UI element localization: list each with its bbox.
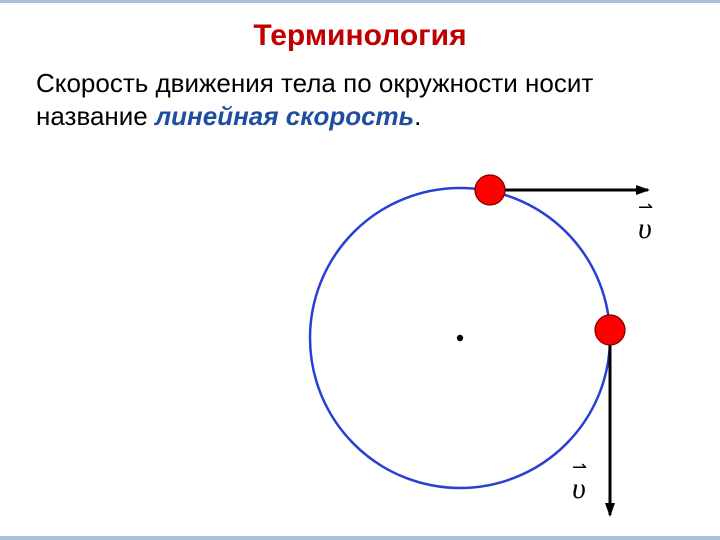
desc-suffix: . xyxy=(414,101,421,131)
velocity-symbol: υ xyxy=(572,472,586,505)
page-title: Терминология xyxy=(0,19,720,53)
body-point-1 xyxy=(595,315,625,345)
velocity-label-0: ⇀υ xyxy=(638,203,653,246)
diagram-svg xyxy=(250,153,670,540)
vector-arrow-icon: ⇀ xyxy=(572,463,587,472)
slide: Терминология Скорость движения тела по о… xyxy=(0,0,720,540)
body-point-0 xyxy=(475,175,505,205)
description: Скорость движения тела по окружности нос… xyxy=(36,67,684,132)
velocity-symbol: υ xyxy=(638,212,652,245)
velocity-label-1: ⇀υ xyxy=(572,463,587,506)
velocity-diagram: ⇀υ⇀υ xyxy=(250,153,670,540)
desc-emphasis: линейная скорость xyxy=(155,101,414,131)
vector-arrow-icon: ⇀ xyxy=(638,203,653,212)
center-dot xyxy=(457,335,463,341)
